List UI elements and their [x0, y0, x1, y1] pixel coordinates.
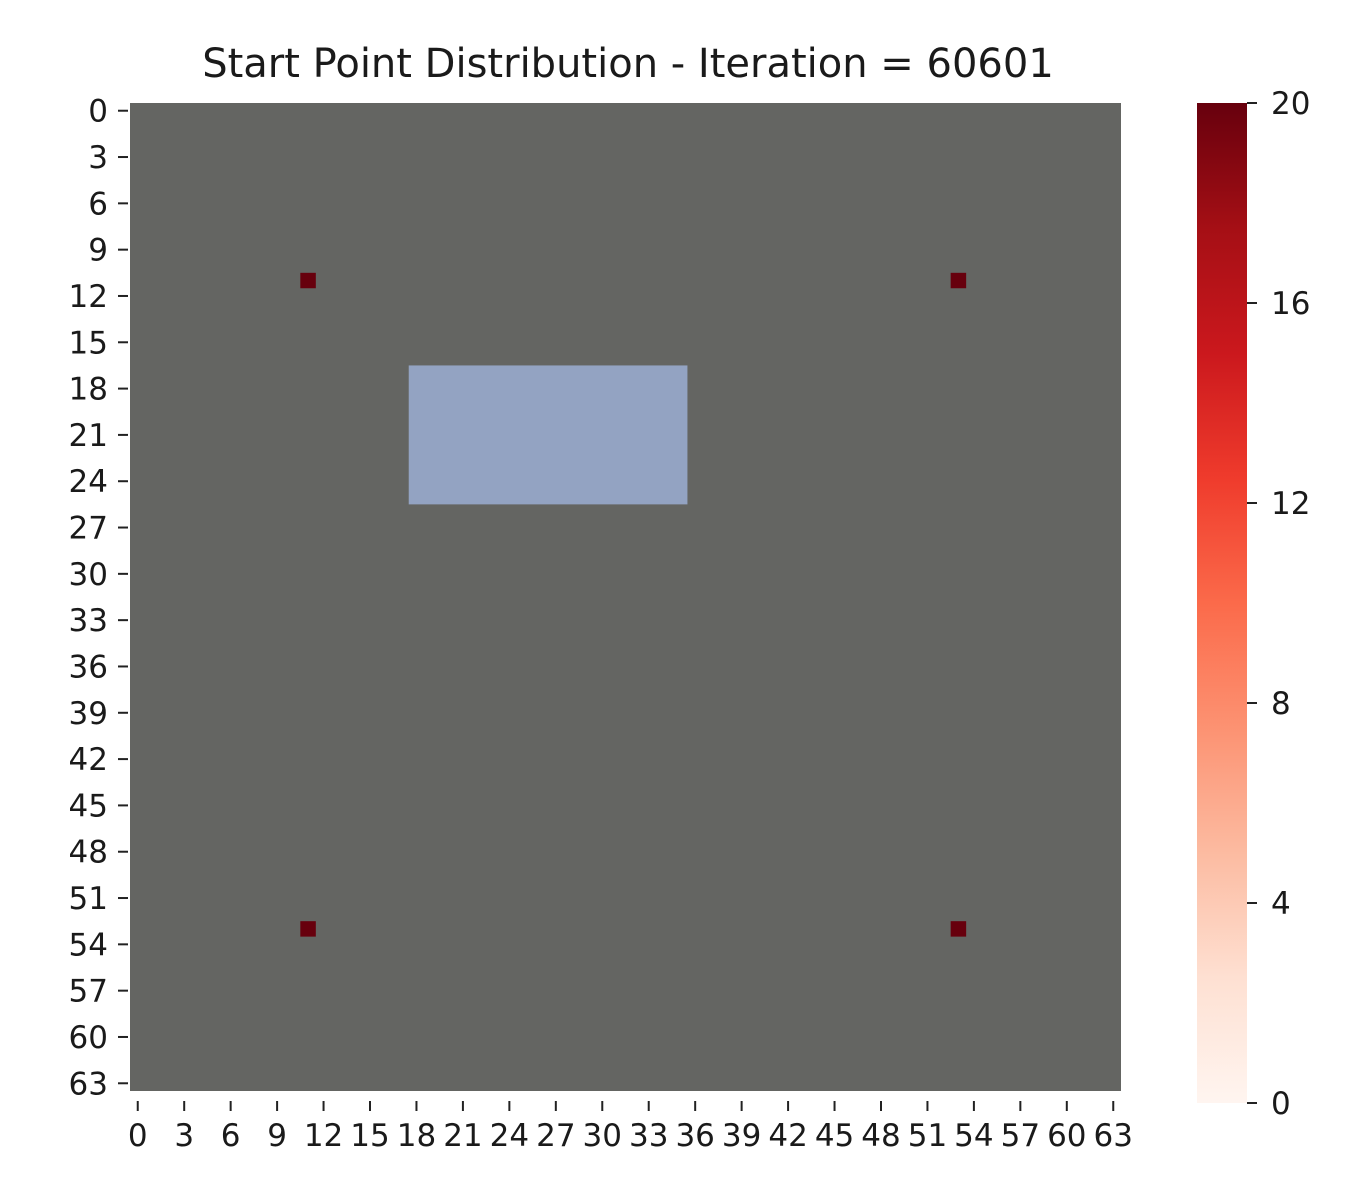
colorbar: 0 4 8 12 16 20	[1197, 86, 1310, 1122]
x-tick-label: 51	[908, 1118, 947, 1154]
colorbar-gradient	[1197, 103, 1247, 1103]
x-tick-label: 3	[174, 1118, 194, 1154]
y-tick-label: 30	[69, 557, 108, 593]
start-point-cell	[950, 921, 967, 937]
x-tick-label: 21	[443, 1118, 482, 1154]
obstacle-region	[408, 365, 688, 505]
y-tick-label: 18	[69, 372, 108, 408]
x-tick-label: 36	[675, 1118, 714, 1154]
colorbar-tick-label: 8	[1271, 686, 1291, 722]
x-tick-label: 18	[397, 1118, 436, 1154]
colorbar-tick-label: 20	[1271, 86, 1310, 122]
colorbar-tick-label: 0	[1271, 1086, 1291, 1122]
x-tick-label: 24	[490, 1118, 529, 1154]
y-tick-label: 57	[69, 974, 108, 1010]
heatmap-grid	[130, 103, 1121, 1091]
start-point-cell	[300, 921, 316, 937]
x-tick-label: 12	[304, 1118, 343, 1154]
y-tick-label: 33	[69, 603, 108, 639]
x-tick-label: 6	[221, 1118, 241, 1154]
x-tick-label: 33	[629, 1118, 668, 1154]
x-tick-label: 39	[722, 1118, 761, 1154]
x-tick-label: 60	[1047, 1118, 1086, 1154]
x-tick-label: 0	[128, 1118, 148, 1154]
y-tick-label: 36	[69, 649, 108, 685]
x-tick-label: 63	[1094, 1118, 1133, 1154]
x-tick-label: 9	[267, 1118, 287, 1154]
y-tick-label: 24	[69, 464, 108, 500]
x-axis: 0 3 6 9 12 15 18 21 24 27 30 33 36 39 42 45 48 51 54 57 60 63	[128, 1101, 1133, 1154]
colorbar-tick-label: 4	[1271, 886, 1291, 922]
y-tick-label: 15	[69, 325, 108, 361]
colorbar-tick-label: 12	[1271, 486, 1310, 522]
x-tick-label: 54	[954, 1118, 993, 1154]
x-tick-label: 30	[583, 1118, 622, 1154]
x-tick-label: 42	[768, 1118, 807, 1154]
y-tick-label: 3	[88, 140, 108, 176]
y-tick-label: 54	[69, 927, 108, 963]
y-tick-label: 6	[88, 186, 108, 222]
y-tick-label: 60	[69, 1020, 108, 1056]
y-tick-label: 39	[69, 696, 108, 732]
x-tick-label: 27	[536, 1118, 575, 1154]
y-tick-label: 51	[69, 881, 108, 917]
y-tick-label: 9	[88, 233, 108, 269]
y-tick-label: 21	[69, 418, 108, 454]
x-tick-label: 45	[815, 1118, 854, 1154]
chart-title: Start Point Distribution - Iteration = 6…	[202, 41, 1054, 87]
start-point-cell	[950, 272, 967, 289]
x-tick-label: 57	[1001, 1118, 1040, 1154]
y-tick-label: 27	[69, 511, 108, 547]
y-tick-label: 12	[69, 279, 108, 315]
x-tick-label: 15	[350, 1118, 389, 1154]
x-tick-label: 48	[861, 1118, 900, 1154]
y-tick-label: 45	[69, 788, 108, 824]
start-point-cell	[300, 272, 316, 289]
y-tick-label: 42	[69, 742, 108, 778]
colorbar-tick-label: 16	[1271, 286, 1310, 322]
heatmap-background	[130, 103, 1121, 1091]
y-tick-label: 63	[69, 1066, 108, 1102]
y-tick-label: 48	[69, 835, 108, 871]
y-tick-label: 0	[88, 94, 108, 130]
